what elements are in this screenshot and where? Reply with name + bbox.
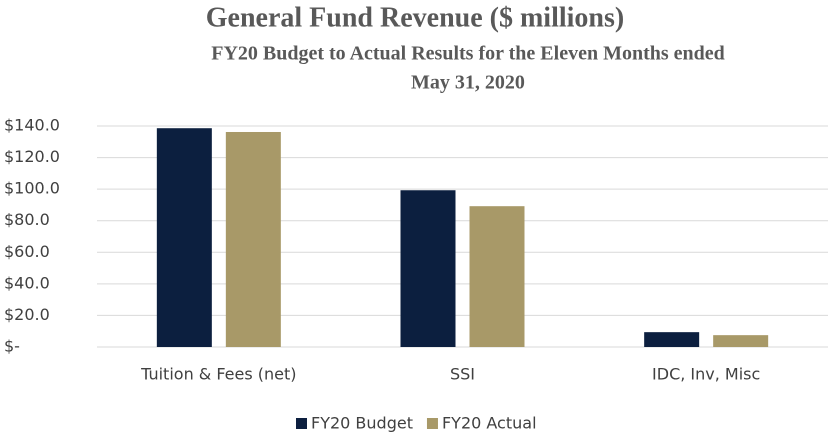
bar (400, 190, 456, 347)
y-tick-label: $- (4, 337, 20, 356)
bar (156, 128, 212, 347)
y-tick-label: $80.0 (4, 210, 50, 229)
y-tick-label: $120.0 (4, 147, 60, 166)
y-tick-label: $40.0 (4, 273, 50, 292)
legend-label: FY20 Actual (442, 414, 537, 433)
y-tick-label: $100.0 (4, 179, 60, 198)
y-tick-label: $60.0 (4, 242, 50, 261)
legend-swatch (296, 418, 307, 429)
chart-subtitle: May 31, 2020 (411, 72, 525, 94)
x-tick-label: Tuition & Fees (net) (140, 365, 296, 384)
bar (713, 335, 769, 347)
bar (644, 332, 700, 347)
y-tick-label: $140.0 (4, 116, 60, 135)
bar (469, 206, 525, 347)
legend-label: FY20 Budget (311, 414, 413, 433)
legend-swatch (426, 418, 438, 429)
chart-subtitle: FY20 Budget to Actual Results for the El… (211, 43, 725, 65)
chart-title: General Fund Revenue ($ millions) (206, 2, 624, 33)
y-tick-label: $20.0 (4, 305, 50, 324)
bar (225, 131, 281, 347)
x-tick-label: SSI (450, 365, 475, 384)
x-tick-label: IDC, Inv, Misc (652, 365, 760, 384)
